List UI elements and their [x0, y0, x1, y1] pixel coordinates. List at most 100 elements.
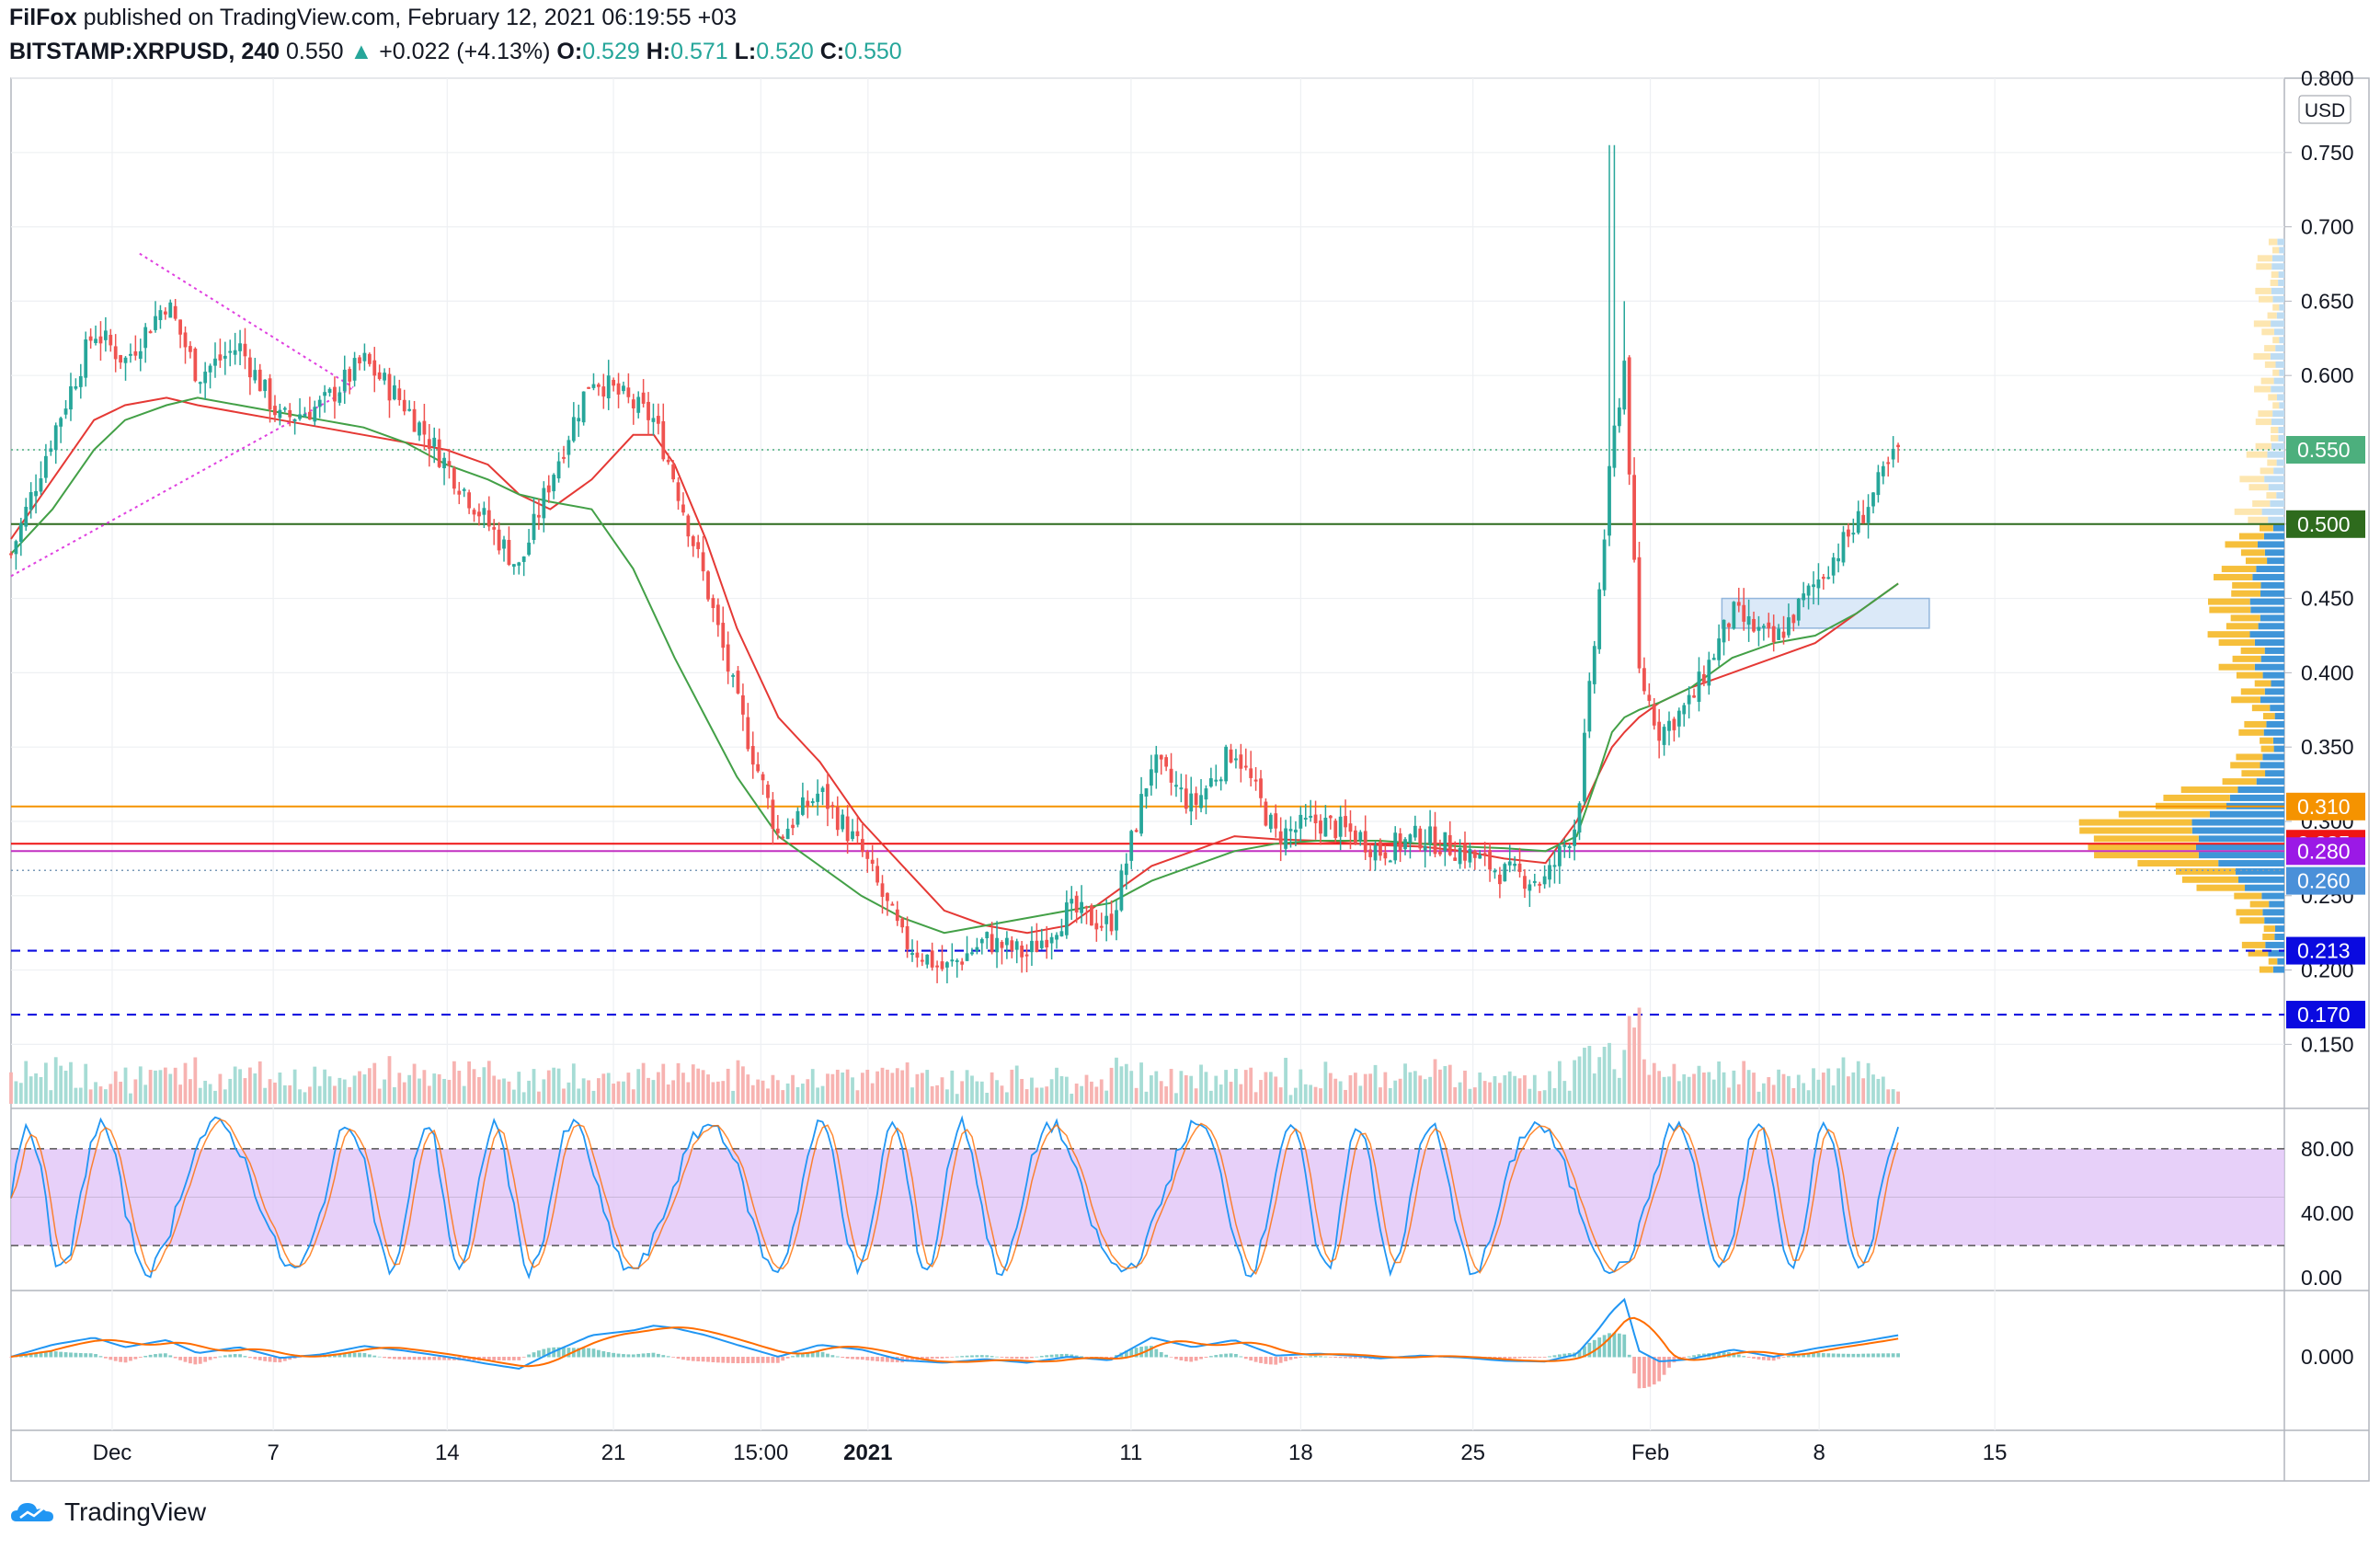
macd-hist-bar [1861, 1353, 1866, 1358]
candle-body [1662, 727, 1666, 745]
volume-bar [1647, 1074, 1652, 1104]
macd-hist-bar [482, 1357, 486, 1361]
volume-bar [1045, 1086, 1049, 1104]
macd-hist-bar [616, 1353, 621, 1358]
vp-bar-up [2270, 352, 2284, 360]
candle-body [44, 455, 48, 478]
volume-bar [1208, 1090, 1213, 1104]
macd-hist-bar [795, 1354, 800, 1358]
author-name[interactable]: FilFox [9, 5, 77, 30]
volume-bar [1274, 1076, 1278, 1104]
close-value: 0.550 [844, 39, 902, 64]
volume-bar [1403, 1063, 1407, 1104]
candle-body [806, 800, 810, 808]
candle-body [1313, 814, 1318, 823]
volume-bar [1264, 1072, 1268, 1104]
candle-body [1303, 818, 1308, 820]
volume-bar [542, 1079, 546, 1104]
volume-bar [521, 1092, 526, 1104]
candle-body [1099, 925, 1104, 928]
volume-bar [1583, 1048, 1586, 1104]
macd-hist-bar [189, 1357, 192, 1364]
candle-body [1687, 694, 1691, 705]
volume-bar [612, 1084, 616, 1104]
volume-bar [1064, 1076, 1069, 1104]
candle-body [1294, 829, 1298, 833]
candle-body [1717, 638, 1722, 660]
open-label: O: [556, 39, 583, 64]
candle-body [686, 515, 691, 537]
candle-body [1328, 815, 1333, 819]
volume-bar [851, 1077, 854, 1104]
candle-body [1806, 585, 1811, 596]
candle-body [795, 810, 800, 825]
candle-body [1523, 876, 1527, 889]
macd-hist-bar [975, 1355, 979, 1358]
macd-hist-bar [288, 1357, 292, 1360]
vp-bar-up [2271, 680, 2284, 687]
candle-body [1189, 793, 1194, 812]
volume-bar [552, 1067, 556, 1104]
volume-bar [1319, 1088, 1322, 1104]
vp-bar-down [2078, 819, 2192, 826]
moving-average-green [10, 396, 1899, 935]
candle-body [253, 370, 257, 381]
candle-body [597, 384, 601, 387]
volume-bar [571, 1063, 576, 1104]
chart-header-publisher: FilFox published on TradingView.com, Feb… [9, 5, 737, 31]
candle-body [173, 305, 177, 319]
vp-bar-down [2261, 328, 2274, 336]
candle-body [1249, 768, 1253, 778]
vp-bar-down [2234, 508, 2262, 515]
macd-hist-bar [228, 1354, 233, 1358]
candle-body [970, 952, 974, 955]
volume-bar [467, 1061, 472, 1104]
candle-body [402, 399, 406, 412]
macd-hist-bar [750, 1357, 755, 1363]
macd-hist-bar [1886, 1353, 1891, 1358]
tradingview-logo[interactable]: TradingView [9, 1497, 206, 1527]
candle-body [1428, 826, 1432, 844]
volume-bar [641, 1062, 646, 1104]
macd-hist-bar [806, 1351, 810, 1358]
volume-bar [1717, 1061, 1722, 1104]
macd-hist-bar [437, 1357, 441, 1360]
vp-bar-down [2260, 467, 2274, 475]
candle-body [880, 883, 885, 897]
volume-bar [1831, 1085, 1836, 1104]
volume-bar [282, 1084, 287, 1104]
volume-bar [317, 1085, 322, 1104]
vp-bar-up [2279, 369, 2284, 376]
volume-bar [1552, 1088, 1557, 1104]
macd-hist-bar [820, 1351, 825, 1358]
volume-bar [606, 1073, 611, 1104]
candle-body [1881, 465, 1885, 476]
volume-bar [1055, 1067, 1058, 1104]
candle-body [870, 859, 875, 865]
macd-hist-bar [1159, 1351, 1163, 1358]
volume-bar [94, 1082, 97, 1104]
volume-bar [1423, 1079, 1427, 1104]
macd-hist-bar [1239, 1356, 1243, 1358]
candle-body [138, 350, 143, 360]
symbol-label[interactable]: BITSTAMP:XRPUSD, 240 [9, 39, 280, 64]
volume-bar [666, 1084, 670, 1104]
volume-bar [1532, 1074, 1537, 1104]
macd-hist-bar [1224, 1353, 1228, 1358]
vp-bar-down [2241, 941, 2266, 948]
volume-bar [1781, 1073, 1786, 1104]
macd-hist-bar [1049, 1354, 1054, 1358]
volume-bar [1662, 1076, 1666, 1104]
candle-body [457, 490, 462, 495]
volume-bar [1847, 1076, 1850, 1104]
candles [9, 144, 1900, 984]
macd-hist-bar [631, 1354, 635, 1358]
volume-bar [1348, 1074, 1353, 1104]
candle-body [1761, 625, 1766, 628]
macd-hist-bar [502, 1357, 506, 1360]
volume-bar [820, 1085, 825, 1104]
volume-bar [1896, 1091, 1900, 1104]
volume-bar [138, 1066, 143, 1104]
vp-bar-up [2249, 631, 2284, 638]
